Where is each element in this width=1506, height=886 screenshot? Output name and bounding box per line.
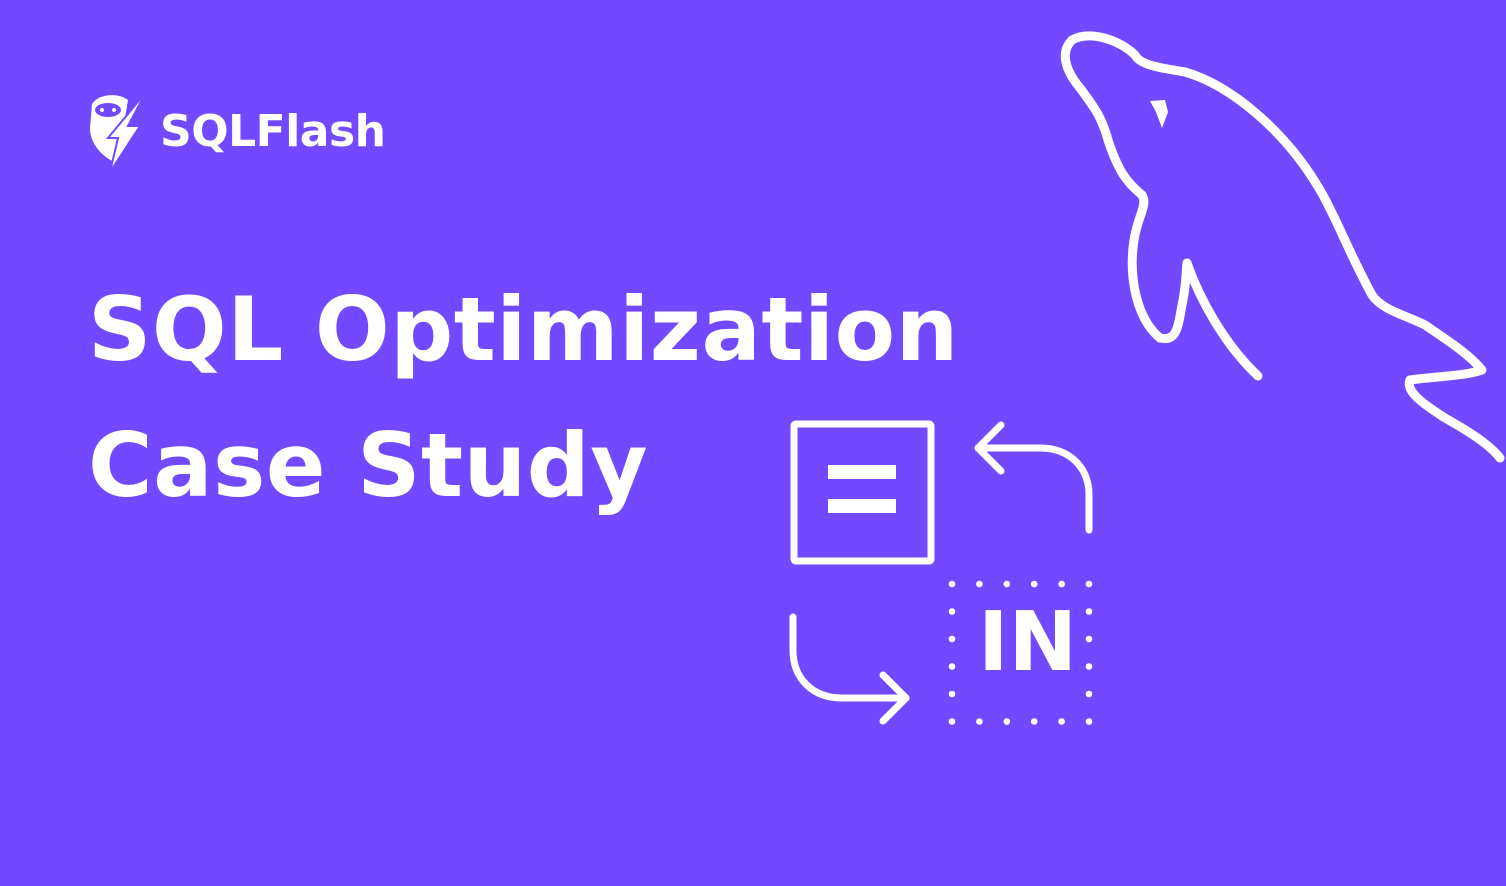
page-title: SQL Optimization Case Study [88, 262, 959, 534]
dotted-frame [948, 580, 1093, 725]
frame-dot [976, 718, 983, 725]
title-line-2: Case Study [88, 414, 649, 517]
frame-dot [1085, 608, 1093, 615]
frame-dot [948, 690, 956, 698]
mysql-dolphin-icon [1060, 31, 1505, 463]
equals-box-icon [790, 420, 935, 565]
brand-name: SQLFlash [160, 105, 386, 157]
frame-dot [1003, 580, 1011, 588]
frame-dot [1085, 690, 1093, 698]
frame-dot [1085, 635, 1093, 643]
frame-dot [1085, 663, 1093, 670]
forward-arrow-icon [789, 613, 910, 725]
frame-dot [948, 718, 956, 725]
frame-dot [1003, 718, 1011, 725]
frame-dot [948, 608, 956, 615]
frame-dot [1058, 580, 1065, 588]
brand-logo: SQLFlash [88, 90, 386, 172]
frame-dot [948, 635, 956, 643]
return-arrow-icon [974, 421, 1093, 534]
title-line-1: SQL Optimization [88, 278, 959, 381]
frame-dot [1030, 718, 1038, 725]
sloth-lightning-icon [90, 91, 147, 172]
frame-dot [1058, 718, 1065, 725]
dolphin-eye [1150, 100, 1168, 128]
frame-dot [1030, 580, 1038, 588]
in-operator-label: IN [978, 595, 1078, 690]
frame-dot [1085, 718, 1093, 725]
frame-dot [948, 580, 956, 588]
frame-dot [1085, 580, 1093, 588]
frame-dot [948, 663, 956, 670]
frame-dot [976, 580, 983, 588]
